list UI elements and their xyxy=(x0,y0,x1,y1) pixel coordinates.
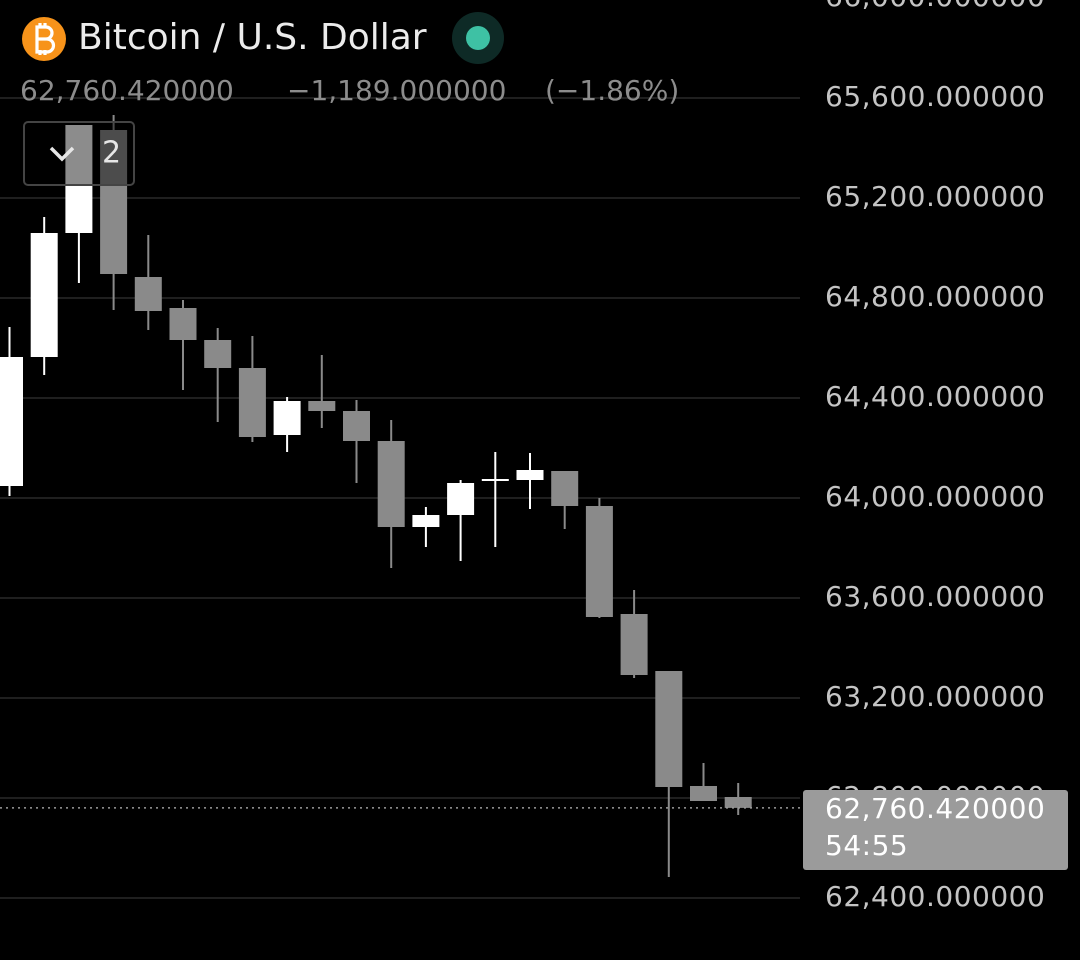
y-tick-label: 65,200.000000 xyxy=(825,180,1045,213)
y-axis: 62,400.00000062,800.00000063,200.0000006… xyxy=(825,0,1045,913)
candle-body xyxy=(412,515,440,527)
y-tick-label: 64,400.000000 xyxy=(825,380,1045,413)
y-tick-label: 64,000.000000 xyxy=(825,480,1045,513)
chart-title: Bitcoin / U.S. Dollar xyxy=(78,17,427,58)
candle-body xyxy=(169,308,197,340)
candle-body xyxy=(585,506,613,617)
indicator-count: 2 xyxy=(102,136,121,171)
price-tag-value: 62,760.420000 xyxy=(825,792,1045,825)
candle-body xyxy=(0,357,23,486)
candle-body xyxy=(447,483,475,515)
candle-body xyxy=(377,441,405,527)
candle-body xyxy=(620,614,648,675)
price-tag: 62,760.420000 54:55 xyxy=(803,790,1068,870)
chevron-icon xyxy=(49,146,75,162)
y-tick-label: 62,400.000000 xyxy=(825,880,1045,913)
candle-body xyxy=(65,125,93,233)
candle-body xyxy=(724,797,752,808)
candle-body xyxy=(343,411,370,441)
y-tick-label: 66,000.000000 xyxy=(825,0,1045,13)
candle-body xyxy=(655,671,683,787)
candles xyxy=(0,115,800,877)
candle-body xyxy=(204,340,232,368)
y-tick-label: 63,600.000000 xyxy=(825,580,1045,613)
candle-body xyxy=(551,471,579,506)
indicator-toggle-box[interactable] xyxy=(23,121,135,186)
price-change-percent: (−1.86%) xyxy=(545,74,679,107)
candle-body xyxy=(134,277,162,311)
last-price: 62,760.420000 xyxy=(20,74,234,107)
y-tick-label: 63,200.000000 xyxy=(825,680,1045,713)
candle-body xyxy=(690,786,717,801)
candle-body xyxy=(516,470,544,480)
candle-body xyxy=(481,479,509,481)
price-change: −1,189.000000 xyxy=(287,74,506,107)
indicator-toggle[interactable]: 2 xyxy=(23,121,135,186)
bitcoin-glyph xyxy=(35,23,56,55)
y-tick-label: 65,600.000000 xyxy=(825,80,1045,113)
overlay: Bitcoin / U.S. Dollar 62,760.420000 −1,1… xyxy=(20,12,679,107)
candle-body xyxy=(273,401,301,435)
candle-body xyxy=(308,401,336,411)
price-tag-countdown: 54:55 xyxy=(825,829,908,862)
price-tag-box xyxy=(803,790,1068,870)
candle-body xyxy=(30,233,58,357)
y-tick-label: 64,800.000000 xyxy=(825,280,1045,313)
status-dot xyxy=(466,26,490,50)
candle-body xyxy=(100,130,128,274)
candle-body xyxy=(238,368,266,437)
